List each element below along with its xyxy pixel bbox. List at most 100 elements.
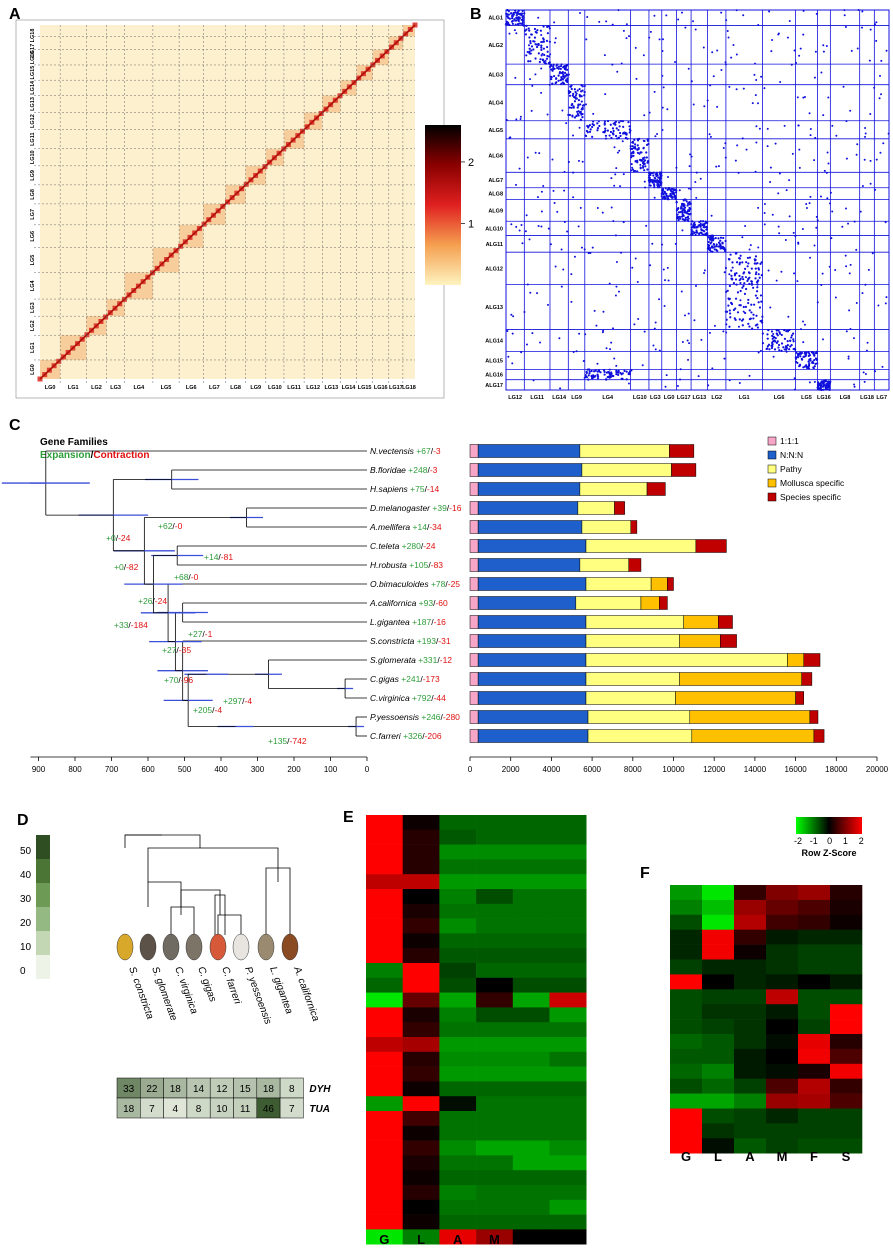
dotplot-point <box>754 272 758 276</box>
dotplot-point <box>874 370 877 373</box>
heatmap-cell <box>402 1007 440 1023</box>
dotplot-point <box>735 261 739 264</box>
dotplot-x-label: LG5 <box>801 395 812 401</box>
dotplot-y-label: ALG7 <box>488 178 503 184</box>
dotplot-point <box>682 207 685 211</box>
hic-x-tick-label: LG5 <box>161 385 172 391</box>
dotplot-point <box>690 155 693 158</box>
heatmap-cell <box>439 1125 477 1141</box>
heatmap-cell <box>366 1022 403 1038</box>
dotplot-point <box>746 279 749 283</box>
dotplot-point <box>554 37 557 40</box>
heatmap-cell <box>734 1048 767 1065</box>
dotplot-point <box>731 303 734 306</box>
dotplot-point <box>586 16 589 19</box>
heatmap-cell <box>670 899 703 916</box>
heatmap-cell <box>766 1019 799 1035</box>
dotplot-point <box>536 29 539 32</box>
dotplot-point <box>512 13 515 16</box>
dotplot-point <box>631 266 634 269</box>
heatmap-cell <box>402 1214 440 1230</box>
dotplot-point <box>636 280 639 283</box>
dotplot-point <box>713 245 716 248</box>
dotplot-point <box>610 371 613 374</box>
heatmap-cell <box>798 1138 831 1154</box>
table-cell-value: 15 <box>240 1084 252 1095</box>
dotplot-point <box>727 257 730 261</box>
dotplot-point <box>777 33 780 36</box>
shell-icon <box>209 933 227 961</box>
dotplot-point <box>578 87 581 91</box>
dotplot-point <box>544 62 548 65</box>
heatmap-cell <box>702 1108 735 1124</box>
dotplot-point <box>766 337 769 340</box>
dotplot-point <box>669 192 672 196</box>
dotplot-point <box>748 374 751 377</box>
dotplot-point <box>570 300 573 303</box>
dotplot-point <box>813 365 816 368</box>
dotplot-point <box>661 38 664 41</box>
dotplot-point <box>643 162 646 165</box>
dotplot-point <box>808 358 811 361</box>
dotplot-point <box>724 266 728 270</box>
dotplot-point <box>747 278 750 281</box>
dotplot-point <box>754 294 758 297</box>
dotplot-point <box>609 348 612 351</box>
heatmap-cell <box>549 918 587 934</box>
dotplot-point <box>574 94 577 97</box>
node-label: +27/-1 <box>188 629 213 639</box>
dotplot-point <box>812 352 815 355</box>
hic-x-tick-label: LG4 <box>133 385 145 391</box>
dotplot-x-label: LG4 <box>602 395 614 401</box>
dotplot-point <box>784 238 787 241</box>
dotplot-point <box>867 268 870 271</box>
dotplot-point <box>678 215 681 219</box>
hic-y-tick-label: LG13 <box>30 97 36 111</box>
dotplot-point <box>754 267 757 270</box>
dotplot-point <box>861 10 864 13</box>
dotplot-point <box>790 344 793 347</box>
dotplot-y-label: ALG11 <box>486 242 503 248</box>
dotplot-point <box>864 283 867 286</box>
dotplot-point <box>587 378 590 381</box>
dotplot-point <box>703 222 706 225</box>
dotplot-point <box>750 267 753 270</box>
dotplot-point <box>581 104 585 107</box>
dotplot-point <box>572 106 575 109</box>
dotplot-point <box>724 156 727 159</box>
dotplot-point <box>579 118 582 121</box>
dotplot-point <box>705 226 709 229</box>
time-axis-tick-label: 0 <box>365 765 370 774</box>
dotplot-point <box>747 301 750 305</box>
dotplot-point <box>604 129 607 132</box>
dotplot-point <box>597 369 601 372</box>
hic-y-tick-label: LG1 <box>30 342 36 353</box>
shell-icon <box>281 933 299 961</box>
dotplot-point <box>562 73 565 76</box>
dotplot-point <box>558 70 562 74</box>
dotplot-point <box>682 218 685 221</box>
heatmap-cell <box>439 1051 477 1067</box>
dotplot-point <box>747 322 750 325</box>
dotplot-point <box>761 321 764 324</box>
dotplot-point <box>745 287 748 291</box>
bar-segment <box>469 539 479 553</box>
dotplot-point <box>699 225 702 228</box>
dotplot-point <box>560 75 563 79</box>
dotplot-point <box>679 378 682 381</box>
dotplot-point <box>550 77 553 81</box>
heatmap-cell <box>549 1037 587 1053</box>
dotplot-point <box>545 45 549 49</box>
dotplot-point <box>782 346 785 349</box>
dotplot-point <box>775 329 778 332</box>
dotplot-point <box>754 277 757 280</box>
dotplot-point <box>566 77 569 80</box>
heatmap-cell <box>670 1063 703 1079</box>
dotplot-point <box>649 184 652 187</box>
heatmap-cell <box>549 933 587 949</box>
heatmap-cell <box>366 1214 403 1230</box>
dotplot-point <box>514 183 517 186</box>
dotplot-point <box>703 271 706 274</box>
dotplot-point <box>684 26 687 29</box>
dotplot-point <box>559 79 562 82</box>
